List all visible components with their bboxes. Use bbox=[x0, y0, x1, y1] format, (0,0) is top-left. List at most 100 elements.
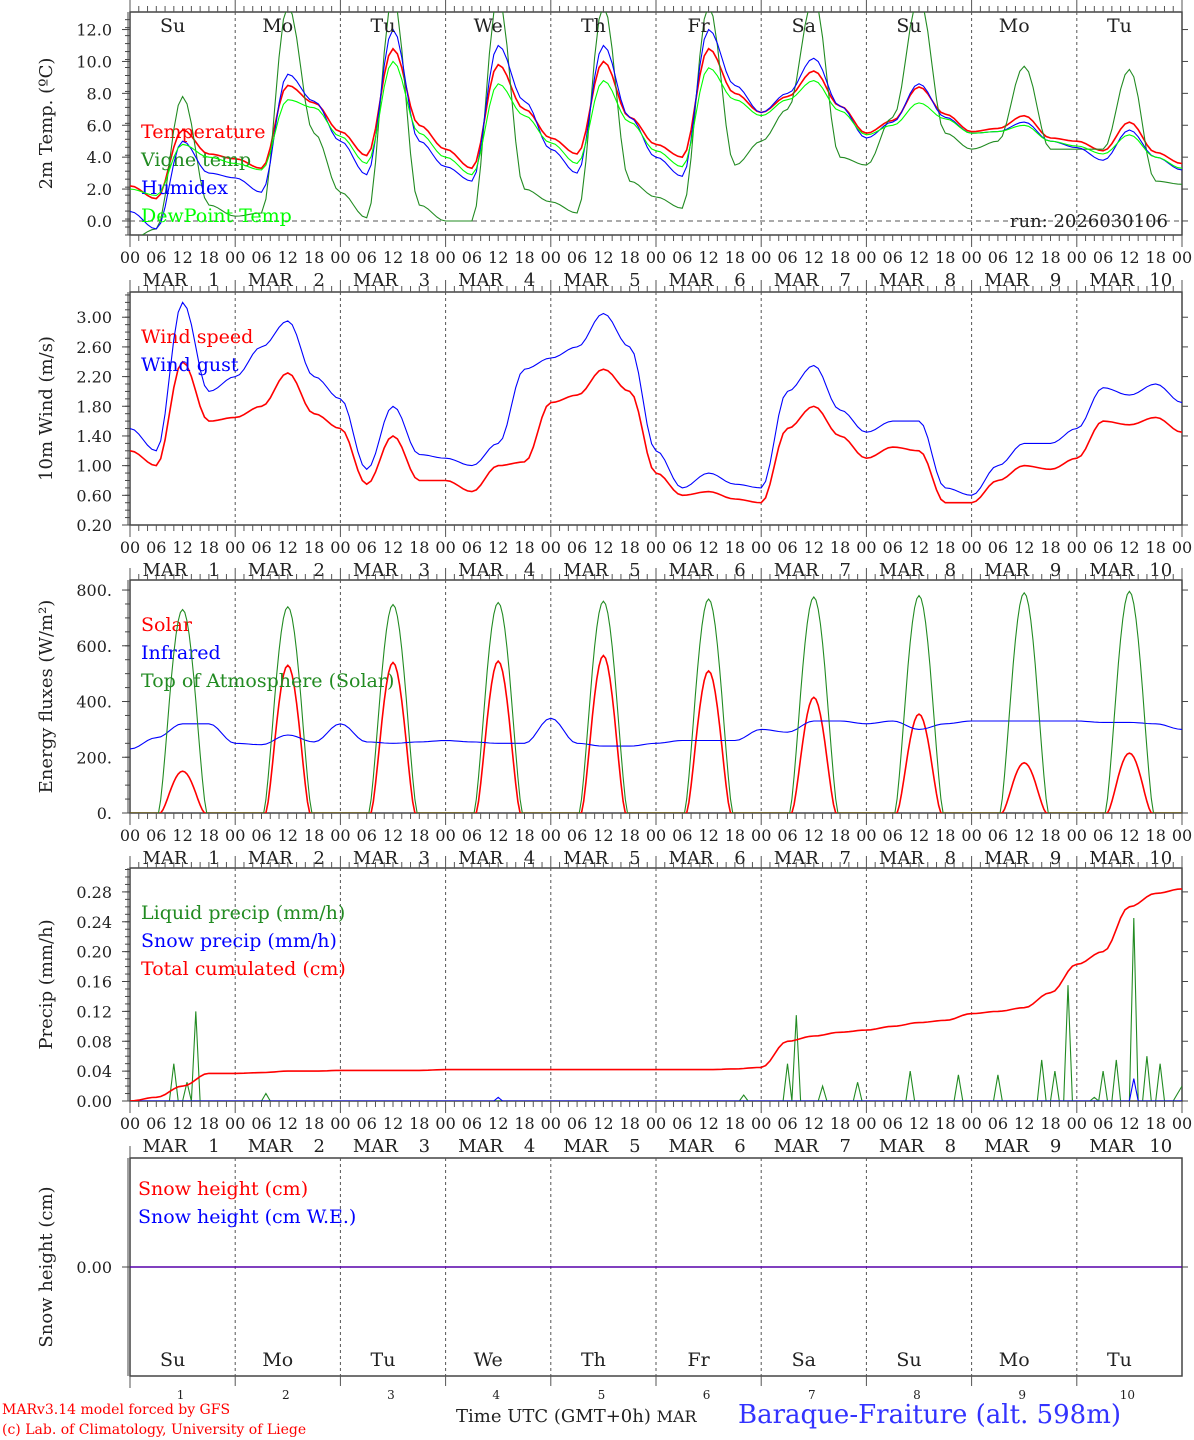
day-name-bottom: Tu bbox=[1107, 1349, 1132, 1371]
day-name-top: Th bbox=[581, 15, 606, 37]
x-hour-label: 06 bbox=[777, 826, 797, 845]
x-month-label: MAR bbox=[563, 1136, 608, 1157]
x-day-label: 7 bbox=[839, 270, 850, 291]
x-month-label: MAR bbox=[248, 848, 293, 869]
x-month-label: MAR bbox=[248, 560, 293, 581]
x-month-label: MAR bbox=[879, 1136, 924, 1157]
x-hour-label: 18 bbox=[725, 1114, 745, 1133]
day-name-top: Su bbox=[896, 15, 921, 37]
x-hour-label: 18 bbox=[409, 826, 429, 845]
plot-frame-temp bbox=[129, 11, 1183, 236]
y-axis-label: 10m Wind (m/s) bbox=[36, 336, 57, 481]
x-hour-label: 12 bbox=[593, 538, 613, 557]
x-hour-label: 12 bbox=[383, 248, 403, 267]
x-hour-label: 06 bbox=[777, 538, 797, 557]
y-tick-label: 0.28 bbox=[76, 883, 112, 902]
x-month-label: MAR bbox=[353, 270, 398, 291]
day-number: 7 bbox=[808, 1388, 816, 1402]
copyright: (c) Lab. of Climatology, University of L… bbox=[2, 1422, 307, 1438]
x-day-label: 4 bbox=[524, 1136, 535, 1157]
x-hour-label: 06 bbox=[672, 248, 692, 267]
x-hour-label: 12 bbox=[909, 538, 929, 557]
series-line-infrared bbox=[130, 717, 1182, 750]
x-hour-label: 18 bbox=[1146, 1114, 1166, 1133]
day-number: 4 bbox=[492, 1388, 500, 1402]
x-hour-label: 00 bbox=[751, 1114, 771, 1133]
x-month-label: MAR bbox=[143, 270, 188, 291]
x-hour-label: 00 bbox=[961, 538, 981, 557]
x-hour-label: 18 bbox=[1146, 826, 1166, 845]
x-day-label: 6 bbox=[734, 270, 745, 291]
y-tick-label: 0.00 bbox=[76, 1258, 112, 1277]
series-line-solar bbox=[130, 654, 1182, 813]
x-hour-label: 06 bbox=[988, 248, 1008, 267]
x-hour-label: 18 bbox=[199, 826, 219, 845]
y-tick-label: 0.08 bbox=[76, 1032, 112, 1051]
y-tick-label: 2.60 bbox=[76, 338, 112, 357]
x-hour-label: 12 bbox=[172, 538, 192, 557]
run-annotation: run: 2026030106 bbox=[1010, 211, 1168, 232]
x-hour-label: 00 bbox=[856, 1114, 876, 1133]
x-hour-label: 00 bbox=[961, 248, 981, 267]
x-hour-label: 18 bbox=[304, 248, 324, 267]
day-name-top: Sa bbox=[792, 15, 816, 37]
x-hour-label: 12 bbox=[488, 826, 508, 845]
x-month-label: MAR bbox=[669, 560, 714, 581]
x-hour-label: 00 bbox=[541, 538, 561, 557]
x-hour-label: 18 bbox=[409, 248, 429, 267]
x-day-label: 7 bbox=[839, 848, 850, 869]
x-hour-label: 00 bbox=[120, 1114, 140, 1133]
x-hour-label: 06 bbox=[883, 826, 903, 845]
day-name-bottom: Su bbox=[160, 1349, 185, 1371]
x-hour-label: 18 bbox=[1040, 1114, 1060, 1133]
x-hour-label: 06 bbox=[672, 538, 692, 557]
day-name-bottom: Th bbox=[581, 1349, 606, 1371]
x-day-label: 2 bbox=[313, 1136, 324, 1157]
x-hour-label: 12 bbox=[1014, 826, 1034, 845]
x-month-label: MAR bbox=[458, 270, 503, 291]
x-hour-label: 06 bbox=[777, 248, 797, 267]
x-hour-label: 12 bbox=[1119, 248, 1139, 267]
x-hour-label: 12 bbox=[1119, 826, 1139, 845]
x-hour-label: 00 bbox=[646, 1114, 666, 1133]
x-hour-label: 12 bbox=[172, 248, 192, 267]
x-day-label: 8 bbox=[945, 848, 956, 869]
x-hour-label: 18 bbox=[1040, 538, 1060, 557]
x-hour-label: 06 bbox=[251, 538, 271, 557]
x-hour-label: 00 bbox=[961, 826, 981, 845]
x-hour-label: 18 bbox=[620, 538, 640, 557]
x-day-label: 5 bbox=[629, 560, 640, 581]
x-hour-label: 12 bbox=[698, 826, 718, 845]
legend-entry: Infrared bbox=[141, 642, 221, 664]
x-hour-label: 06 bbox=[567, 826, 587, 845]
x-month-label: MAR bbox=[563, 848, 608, 869]
x-hour-label: 00 bbox=[1067, 826, 1087, 845]
day-name-top: Su bbox=[160, 15, 185, 37]
x-month-label: MAR bbox=[879, 560, 924, 581]
x-day-label: 3 bbox=[419, 848, 430, 869]
model-credit: MARv3.14 model forced by GFS bbox=[2, 1402, 231, 1418]
series-line-wind-gust bbox=[130, 301, 1182, 496]
x-day-label: 10 bbox=[1149, 560, 1172, 581]
legend-entry: Solar bbox=[141, 614, 193, 636]
x-hour-label: 18 bbox=[830, 826, 850, 845]
day-number: 5 bbox=[598, 1388, 606, 1402]
day-name-top: Tu bbox=[371, 15, 396, 37]
x-hour-label: 12 bbox=[383, 538, 403, 557]
x-month-label: MAR bbox=[458, 1136, 503, 1157]
x-hour-label: 12 bbox=[698, 1114, 718, 1133]
legend-entry: Total cumulated (cm) bbox=[141, 958, 346, 980]
x-hour-label: 12 bbox=[1119, 538, 1139, 557]
x-hour-label: 06 bbox=[883, 538, 903, 557]
day-number: 1 bbox=[177, 1388, 185, 1402]
x-hour-label: 12 bbox=[909, 248, 929, 267]
y-tick-label: 0.60 bbox=[76, 486, 112, 505]
x-day-label: 3 bbox=[419, 270, 430, 291]
x-day-label: 5 bbox=[629, 1136, 640, 1157]
series-line-dewpoint-temp bbox=[130, 60, 1182, 196]
y-axis-label: Precip (mm/h) bbox=[36, 919, 57, 1049]
x-hour-label: 00 bbox=[330, 826, 350, 845]
y-axis-label: Energy fluxes (W/m²) bbox=[36, 600, 57, 794]
y-tick-label: 400. bbox=[76, 693, 112, 712]
x-hour-label: 00 bbox=[751, 538, 771, 557]
